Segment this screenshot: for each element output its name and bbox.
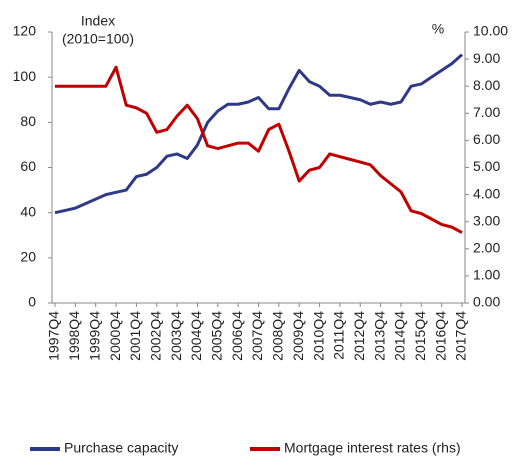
x-tick-label: 2005Q4: [209, 311, 225, 361]
y2-tick-label: 5.00: [473, 158, 500, 174]
y2-tick-label: 10.00: [473, 23, 508, 39]
x-tick-label: 2015Q4: [412, 311, 428, 361]
y-axis-label: Index: [81, 13, 115, 29]
y2-tick-label: 0.00: [473, 294, 500, 310]
y2-tick-label: 3.00: [473, 212, 500, 228]
x-tick-label: 2012Q4: [351, 311, 367, 361]
y-tick-label: 0: [28, 294, 36, 310]
line-series: [54, 53, 463, 215]
x-tick-label: 2008Q4: [270, 311, 286, 361]
x-tick-label: 1997Q4: [46, 311, 62, 361]
y2-tick-label: 7.00: [473, 104, 500, 120]
x-tick-label: 2001Q4: [127, 311, 143, 361]
x-tick-label: 1998Q4: [66, 311, 82, 361]
x-tick-label: 2004Q4: [188, 311, 204, 361]
x-tick-label: 2009Q4: [290, 311, 306, 361]
y2-tick-label: 1.00: [473, 267, 500, 283]
y-tick-label: 40: [20, 203, 36, 219]
x-tick-label: 1999Q4: [86, 311, 102, 361]
x-tick-label: 2017Q4: [453, 311, 469, 361]
x-tick-label: 2016Q4: [432, 311, 448, 361]
x-tick-label: 2000Q4: [107, 311, 123, 361]
y-tick-label: 60: [20, 158, 36, 174]
x-tick-label: 2010Q4: [310, 311, 326, 361]
y-tick-label: 20: [20, 249, 36, 265]
x-tick-label: 2013Q4: [371, 311, 387, 361]
x-tick-label: 2002Q4: [147, 311, 163, 361]
y2-tick-label: 2.00: [473, 240, 500, 256]
y2-tick-label: 6.00: [473, 131, 500, 147]
legend-label: Purchase capacity: [64, 440, 178, 456]
y-tick-label: 120: [13, 23, 37, 39]
y-tick-label: 80: [20, 113, 36, 129]
y2-tick-label: 8.00: [473, 77, 500, 93]
y2-tick-label: 9.00: [473, 50, 500, 66]
x-tick-label: 2011Q4: [331, 311, 347, 360]
y-axis-label: (2010=100): [62, 31, 134, 47]
x-tick-label: 2006Q4: [229, 311, 245, 361]
x-tick-label: 2014Q4: [392, 311, 408, 361]
x-tick-label: 2003Q4: [168, 311, 184, 361]
y2-tick-label: 4.00: [473, 185, 500, 201]
legend-label: Mortgage interest rates (rhs): [284, 440, 461, 456]
y-tick-label: 100: [13, 68, 37, 84]
y2-axis-label: %: [432, 21, 444, 37]
line-series: [55, 65, 463, 234]
x-tick-label: 2007Q4: [249, 311, 265, 361]
